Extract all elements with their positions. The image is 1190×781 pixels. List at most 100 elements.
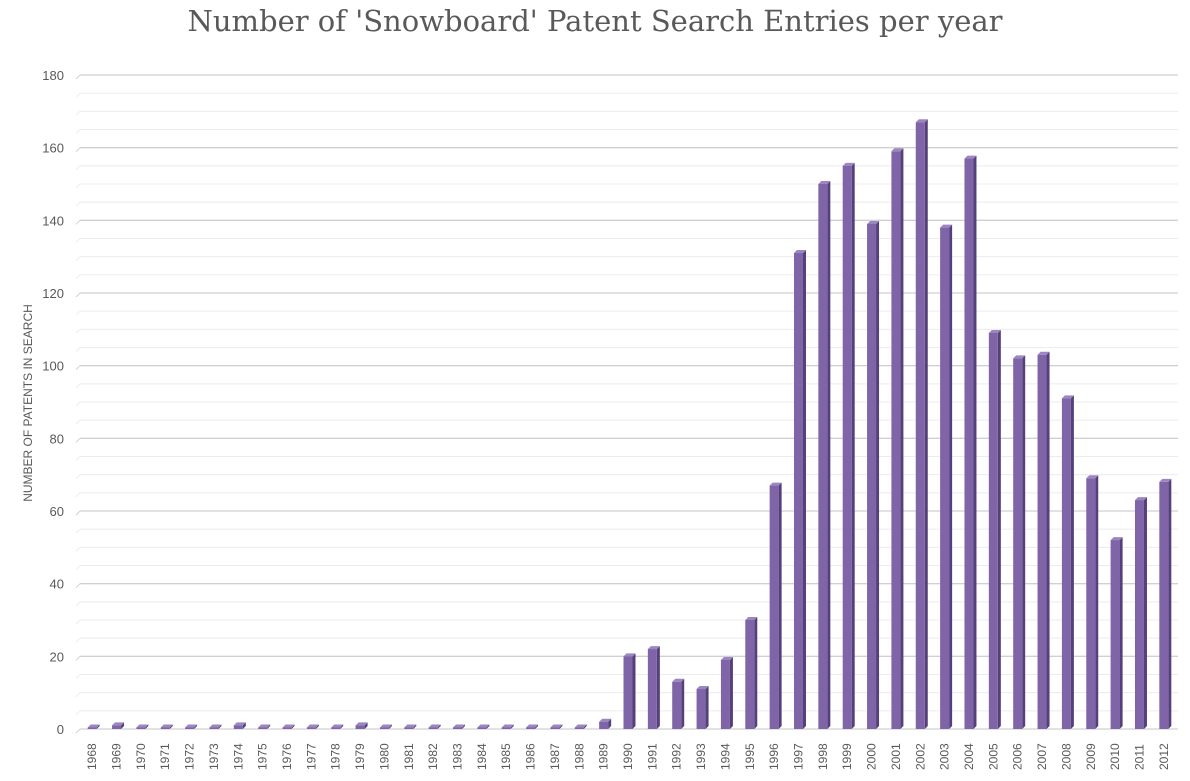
bar-top [306, 724, 319, 728]
bar-top [940, 224, 953, 228]
x-tick-label: 1971 [158, 743, 172, 770]
bar-front [112, 725, 122, 729]
x-tick-label: 1969 [110, 743, 124, 770]
bar-1985 [501, 724, 514, 729]
bar-1980 [379, 724, 392, 729]
x-tick-label: 2012 [1157, 743, 1171, 770]
bar-1972 [185, 724, 198, 729]
bar-front [988, 332, 998, 729]
gridline-depth [75, 347, 81, 352]
bar-top [915, 119, 928, 123]
bar-front [647, 649, 657, 729]
bar-2002 [915, 119, 928, 729]
bar-top [793, 250, 806, 254]
bar-front [233, 725, 243, 729]
bar-2009 [1086, 475, 1099, 729]
bar-top [745, 617, 758, 620]
bar-front [964, 158, 974, 730]
bar-top [87, 724, 100, 728]
bar-side [949, 224, 953, 729]
x-tick-label: 1992 [670, 743, 684, 770]
x-tick-label: 1975 [256, 743, 270, 770]
bar-top [1037, 351, 1050, 355]
bar-2012 [1159, 478, 1172, 729]
bar-2001 [891, 148, 904, 730]
bar-2008 [1061, 395, 1074, 729]
gridline-depth [75, 165, 81, 171]
bar-side [388, 724, 392, 729]
bar-1976 [282, 724, 295, 729]
x-tick-label: 2007 [1035, 743, 1049, 770]
bar-side [96, 724, 100, 729]
bar-side [1119, 537, 1123, 729]
bar-2007 [1037, 351, 1050, 729]
bar-1979 [355, 722, 368, 729]
bar-1994 [720, 656, 733, 729]
bar-side [145, 724, 149, 729]
bar-1988 [574, 724, 587, 729]
bar-1995 [745, 617, 758, 729]
bar-side [315, 724, 319, 729]
bar-front [331, 727, 341, 729]
bar-2011 [1134, 497, 1147, 729]
gridline-depth [75, 147, 81, 153]
x-tick-label: 2004 [962, 743, 976, 770]
bar-top [282, 724, 295, 728]
bar-top [1134, 497, 1147, 501]
bar-front [599, 721, 609, 729]
bar-top [501, 724, 514, 728]
bar-side [681, 678, 685, 729]
bar-side [924, 119, 928, 729]
bar-side [754, 617, 758, 729]
y-tick-label: 180 [42, 68, 64, 83]
bar-side [291, 724, 295, 729]
bar-front [1086, 478, 1096, 729]
gridline-depth [75, 419, 81, 425]
bar-side [778, 482, 782, 729]
bar-side [194, 724, 198, 729]
x-tick-label: 1989 [597, 743, 611, 770]
bar-top [404, 724, 417, 728]
gridline-depth [75, 256, 81, 262]
gridline-depth [75, 474, 81, 480]
bar-front [477, 727, 487, 729]
bar-front [1013, 358, 1023, 729]
bar-1997 [793, 250, 806, 730]
bar-top [233, 722, 246, 726]
y-tick-label: 40 [50, 577, 64, 592]
x-axis-ticks: 1968 1969 1970 1971 1972 1973 1974 1975 1976 1977… [85, 743, 1171, 770]
y-tick-label: 20 [50, 649, 64, 664]
bar-front [501, 727, 511, 729]
bar-2004 [964, 155, 977, 730]
bar-front [136, 727, 146, 729]
gridline-depth [75, 601, 81, 607]
bar-1970 [136, 724, 149, 729]
bar-top [1110, 537, 1123, 541]
x-tick-label: 1982 [426, 743, 440, 770]
bar-top [672, 678, 685, 682]
y-tick-label: 120 [42, 286, 64, 301]
gridline-depth [75, 728, 81, 734]
x-tick-label: 2009 [1084, 743, 1098, 770]
bar-top [258, 724, 271, 728]
gridline-depth [75, 528, 81, 534]
x-tick-label: 1984 [475, 743, 489, 770]
bar-front [867, 223, 877, 729]
bar-side [1168, 478, 1172, 729]
bar-top [599, 718, 612, 722]
gridline-depth [75, 129, 81, 134]
bar-side [535, 724, 539, 729]
x-tick-label: 2010 [1108, 743, 1122, 770]
bar-front [915, 122, 925, 729]
bar-1998 [818, 181, 831, 729]
bar-side [169, 724, 173, 729]
x-tick-label: 1998 [816, 743, 830, 770]
gridline-depth [75, 74, 81, 80]
bar-side [729, 656, 733, 729]
bar-side [608, 718, 612, 729]
bar-side [267, 724, 271, 729]
gridline-depth [75, 565, 81, 570]
bar-side [462, 724, 466, 729]
y-tick-label: 0 [57, 722, 64, 737]
x-tick-label: 2002 [913, 743, 927, 770]
